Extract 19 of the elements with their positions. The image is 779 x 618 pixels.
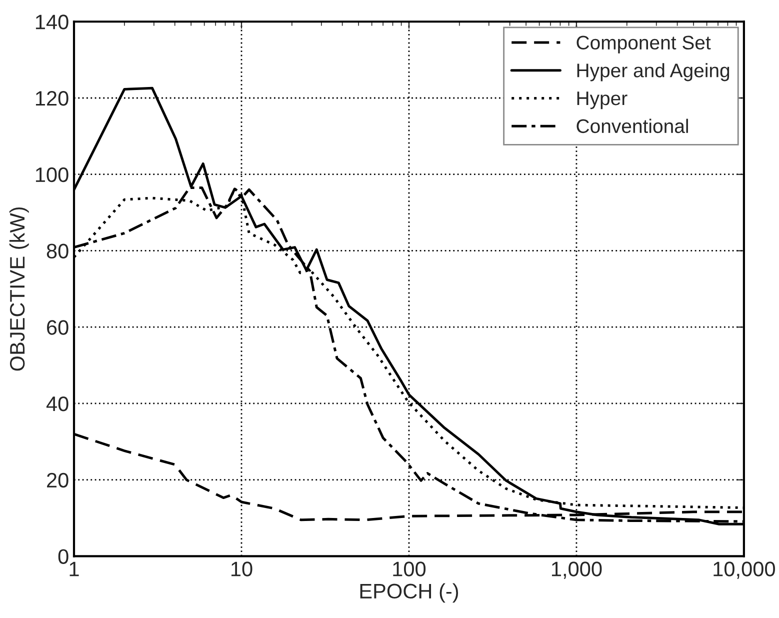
y-tick-label: 60 [47, 320, 68, 335]
y-tick-label: 120 [36, 91, 68, 106]
x-tick-label: 100 [393, 562, 426, 576]
y-tick-label: 40 [46, 396, 68, 412]
x-tick-label: 10 [231, 562, 252, 576]
y-tick-label: 140 [36, 14, 68, 30]
y-tick-label: 20 [47, 472, 68, 488]
legend-label: Component Set [576, 36, 711, 54]
x-axis-title: EPOCH (-) [360, 583, 458, 603]
legend-label: Hyper [577, 92, 628, 110]
y-tick-label: 0 [58, 549, 68, 564]
y-axis-title: OBJECTIVE (kW) [9, 207, 29, 371]
legend-label: Conventional [576, 118, 688, 134]
y-tick-label: 100 [36, 167, 68, 182]
y-tick-label: 80 [46, 244, 68, 258]
x-tick-label: 1,000 [552, 562, 602, 579]
x-tick-label: 1 [70, 562, 79, 576]
legend-label: Hyper and Ageing [577, 63, 730, 82]
x-tick-label: 10,000 [714, 562, 775, 579]
